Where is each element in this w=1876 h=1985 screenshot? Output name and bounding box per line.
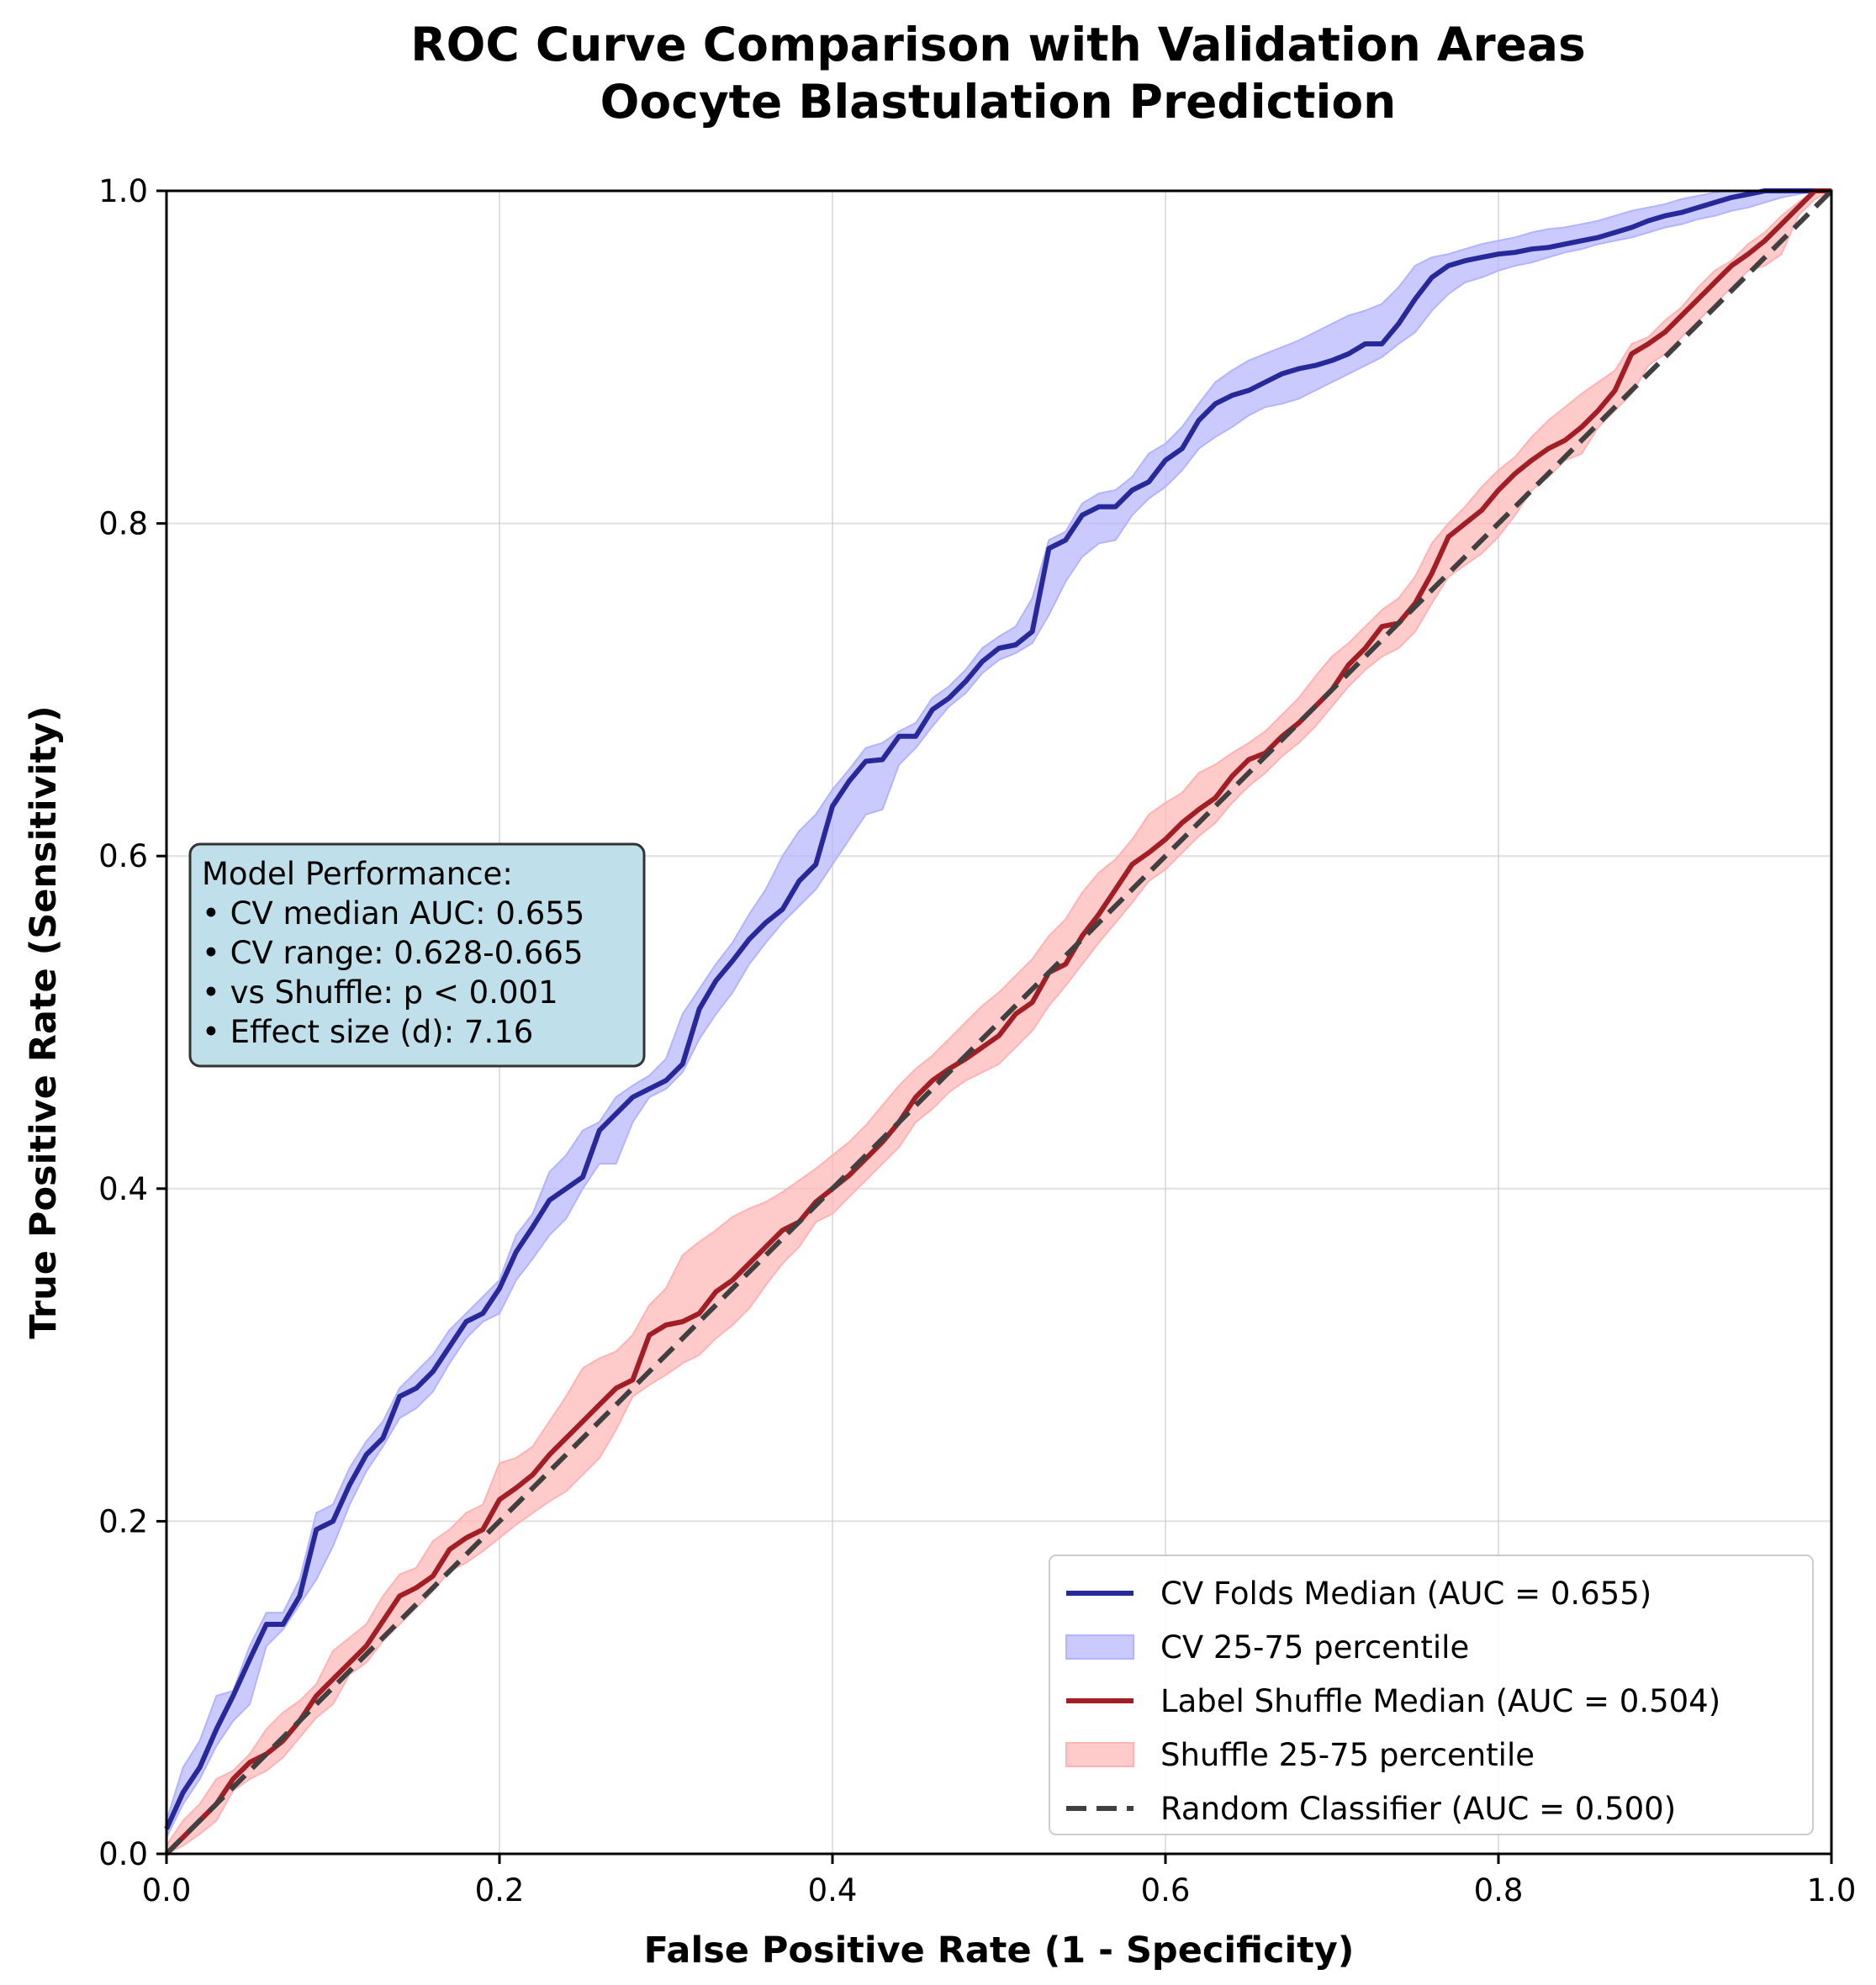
- model-performance-box: Model Performance: • CV median AUC: 0.65…: [188, 842, 646, 1068]
- x-tick-label: 1.0: [1807, 1872, 1857, 1908]
- x-tick-label: 0.6: [1141, 1872, 1191, 1908]
- chart-title-line-2: Oocyte Blastulation Prediction: [600, 75, 1397, 129]
- legend: CV Folds Median (AUC = 0.655) CV 25-75 pe…: [1049, 1555, 1814, 1835]
- annotation-line-1: Model Performance:: [202, 856, 513, 892]
- legend-label: Random Classifier (AUC = 0.500): [1160, 1791, 1676, 1827]
- x-tick-label: 0.4: [808, 1872, 858, 1908]
- chart-title-line-1: ROC Curve Comparison with Validation Are…: [410, 18, 1586, 71]
- y-tick-label: 1.0: [98, 173, 148, 209]
- y-tick-label: 0.2: [98, 1503, 148, 1539]
- legend-box: [1049, 1555, 1814, 1835]
- legend-label: CV Folds Median (AUC = 0.655): [1160, 1576, 1651, 1612]
- y-tick-label: 0.8: [98, 506, 148, 542]
- axis-ticks: 0.0 0.2 0.4 0.6 0.8 1.0 0.0 0.2 0.4 0.6 0.8 1.0: [98, 173, 1856, 1908]
- y-tick-label: 0.4: [98, 1171, 148, 1207]
- x-tick-label: 0.8: [1474, 1872, 1524, 1908]
- y-tick-label: 0.6: [98, 838, 148, 874]
- series-lines: [164, 188, 1834, 1856]
- annotation-line-4: • vs Shuffle: p < 0.001: [202, 974, 558, 1011]
- x-tick-label: 0.0: [142, 1872, 192, 1908]
- legend-label: CV 25-75 percentile: [1160, 1629, 1469, 1666]
- cv-median-line: [164, 188, 1831, 1830]
- annotation-line-2: • CV median AUC: 0.655: [202, 895, 584, 932]
- x-axis-label: False Positive Rate (1 - Specificity): [644, 1930, 1355, 1972]
- x-tick-label: 0.2: [475, 1872, 525, 1908]
- annotation-line-3: • CV range: 0.628-0.665: [202, 935, 584, 971]
- annotation-background: [188, 842, 646, 1068]
- legend-swatch-band: [1065, 1742, 1134, 1767]
- legend-label: Label Shuffle Median (AUC = 0.504): [1160, 1683, 1720, 1719]
- shuffle-median-line: [164, 188, 1831, 1856]
- legend-swatch-band: [1065, 1634, 1134, 1660]
- plot-frame: [165, 189, 1833, 1856]
- y-axis-label: True Positive Rate (Sensitivity): [23, 705, 65, 1338]
- y-tick-label: 0.0: [98, 1836, 148, 1872]
- legend-label: Shuffle 25-75 percentile: [1160, 1737, 1535, 1773]
- annotation-line-5: • Effect size (d): 7.16: [202, 1014, 533, 1050]
